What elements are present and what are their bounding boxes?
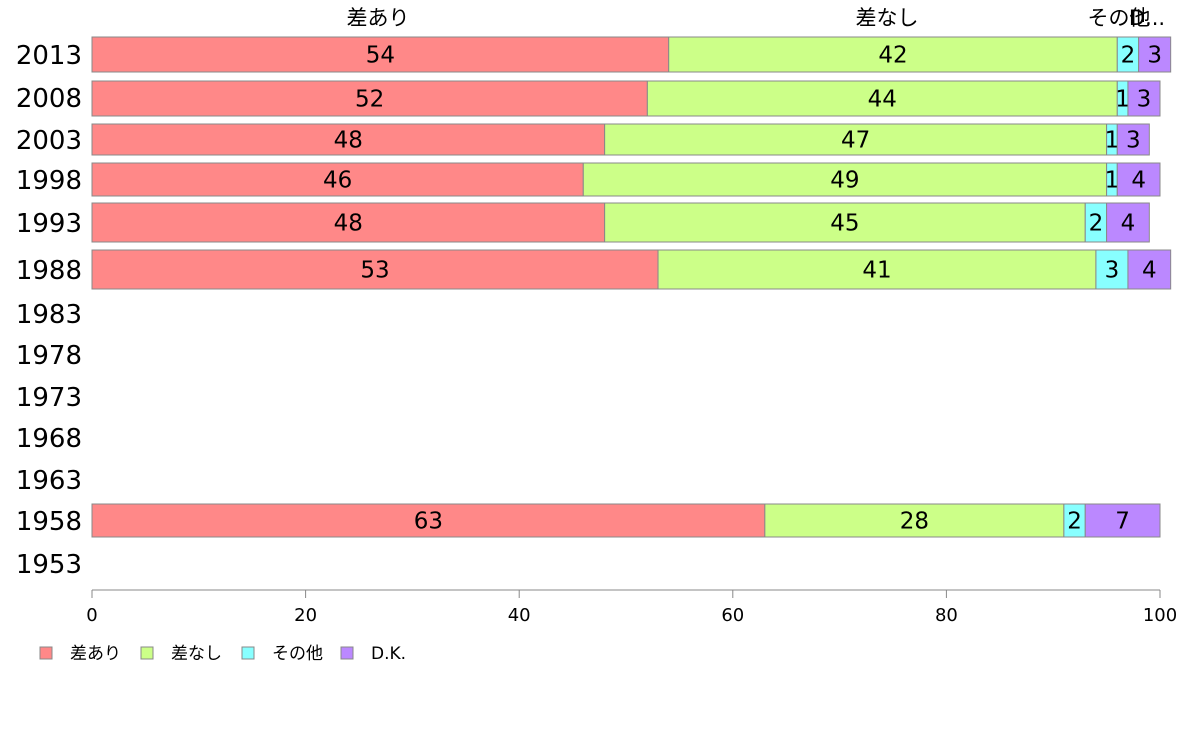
year-label-1968: 1968 bbox=[16, 424, 82, 454]
data-label-2003-1: 47 bbox=[841, 128, 870, 154]
bar-segment-2013-1 bbox=[668, 36, 1118, 73]
bar-segment-1993-0 bbox=[91, 202, 606, 243]
bar-segment-2013-3 bbox=[1138, 36, 1172, 73]
legend-item-1: 差なし bbox=[140, 644, 222, 664]
x-tick-label-20: 20 bbox=[294, 605, 317, 626]
legend-swatch-0 bbox=[39, 646, 53, 660]
bar-segment-1998-0 bbox=[91, 162, 584, 197]
legend-item-3: D.K. bbox=[340, 644, 406, 664]
data-label-1993-0: 48 bbox=[334, 211, 363, 237]
bar-row-1958: 63 28 2 7 bbox=[91, 503, 1161, 538]
legend-label-1: 差なし bbox=[171, 644, 222, 664]
bar-segment-1998-3 bbox=[1116, 162, 1161, 197]
data-label-1988-3: 4 bbox=[1142, 258, 1157, 284]
data-label-1958-0: 63 bbox=[414, 509, 443, 535]
year-label-1978: 1978 bbox=[16, 341, 82, 371]
legend-swatch-1 bbox=[140, 646, 154, 660]
top-label-0: 差あり bbox=[347, 6, 410, 30]
top-label-1: 差なし bbox=[856, 6, 919, 30]
data-label-1998-3: 4 bbox=[1131, 168, 1146, 194]
bar-segment-2008-0 bbox=[91, 80, 648, 117]
bar-segment-2008-3 bbox=[1127, 80, 1161, 117]
year-label-2003: 2003 bbox=[16, 126, 82, 156]
bar-segment-2003-1 bbox=[604, 123, 1108, 156]
x-tick-label-60: 60 bbox=[721, 605, 744, 626]
x-tick-label-0: 0 bbox=[86, 605, 97, 626]
legend-swatch-2 bbox=[241, 646, 255, 660]
legend-label-3: D.K. bbox=[371, 644, 406, 664]
x-tick-label-80: 80 bbox=[935, 605, 958, 626]
data-label-1998-2: 1 bbox=[1105, 168, 1120, 194]
data-label-1958-2: 2 bbox=[1067, 509, 1082, 535]
data-label-2008-3: 3 bbox=[1137, 87, 1152, 113]
data-label-2013-2: 2 bbox=[1121, 43, 1136, 69]
year-label-2013: 2013 bbox=[16, 41, 82, 71]
legend-label-0: 差あり bbox=[70, 644, 121, 664]
bar-row-2013: 54 42 2 3 bbox=[91, 36, 1172, 73]
year-label-1953: 1953 bbox=[16, 550, 82, 580]
top-label-2: その他 bbox=[1088, 6, 1151, 30]
bar-segment-1988-3 bbox=[1127, 249, 1172, 290]
data-label-1993-3: 4 bbox=[1121, 211, 1136, 237]
data-label-2003-0: 48 bbox=[334, 128, 363, 154]
year-label-1958: 1958 bbox=[16, 507, 82, 537]
data-label-2003-2: 1 bbox=[1105, 128, 1120, 154]
top-series-labels: 差あり 差なし その他D... bbox=[347, 6, 1166, 30]
bar-row-1988: 53 41 3 4 bbox=[91, 249, 1172, 290]
data-label-1958-1: 28 bbox=[900, 509, 929, 535]
data-label-2008-0: 52 bbox=[355, 87, 384, 113]
year-label-1993: 1993 bbox=[16, 209, 82, 239]
bar-row-2008: 52 44 1 3 bbox=[91, 80, 1161, 117]
year-label-1963: 1963 bbox=[16, 466, 82, 496]
year-label-1998: 1998 bbox=[16, 166, 82, 196]
year-label-1988: 1988 bbox=[16, 256, 82, 286]
data-label-2013-0: 54 bbox=[366, 43, 395, 69]
data-label-2013-1: 42 bbox=[878, 43, 907, 69]
legend-swatch-3 bbox=[340, 646, 354, 660]
data-label-1958-3: 7 bbox=[1115, 509, 1130, 535]
data-label-2013-3: 3 bbox=[1147, 43, 1162, 69]
legend: 差あり 差なし その他 D.K. bbox=[39, 644, 406, 664]
bar-segment-2013-0 bbox=[91, 36, 670, 73]
bar-segment-1993-3 bbox=[1106, 202, 1150, 243]
legend-label-2: その他 bbox=[272, 644, 323, 664]
legend-item-2: その他 bbox=[241, 644, 323, 664]
x-tick-label-100: 100 bbox=[1143, 605, 1177, 626]
data-label-1988-2: 3 bbox=[1105, 258, 1120, 284]
legend-item-0: 差あり bbox=[39, 644, 121, 664]
bar-segment-1993-1 bbox=[604, 202, 1086, 243]
bars-group: 54 42 2 352 44 1 348 47 1 346 49 1 448 45 2 453 41 3 463 28… bbox=[91, 36, 1172, 538]
data-label-2008-2: 1 bbox=[1115, 87, 1130, 113]
bar-segment-2008-1 bbox=[646, 80, 1118, 117]
bar-segment-1958-3 bbox=[1084, 503, 1161, 538]
data-label-1993-2: 2 bbox=[1089, 211, 1104, 237]
bar-row-2003: 48 47 1 3 bbox=[91, 123, 1150, 156]
year-label-1973: 1973 bbox=[16, 383, 82, 413]
data-label-1993-1: 45 bbox=[830, 211, 859, 237]
year-label-2008: 2008 bbox=[16, 84, 82, 114]
data-label-1998-0: 46 bbox=[323, 168, 352, 194]
bar-row-1993: 48 45 2 4 bbox=[91, 202, 1150, 243]
bar-segment-2003-3 bbox=[1116, 123, 1150, 156]
bar-segment-1958-1 bbox=[764, 503, 1065, 538]
data-label-2008-1: 44 bbox=[868, 87, 897, 113]
year-label-1983: 1983 bbox=[16, 300, 82, 330]
bar-segment-1958-0 bbox=[91, 503, 766, 538]
bar-segment-1998-1 bbox=[582, 162, 1108, 197]
year-axis-labels: 2013 2008 2003 1998 1993 1988 1983 1978 1973 1968… bbox=[16, 41, 82, 580]
bar-row-1998: 46 49 1 4 bbox=[91, 162, 1161, 197]
data-label-2003-3: 3 bbox=[1126, 128, 1141, 154]
data-label-1988-0: 53 bbox=[360, 258, 389, 284]
top-label-3: D... bbox=[1129, 6, 1165, 30]
data-label-1988-1: 41 bbox=[862, 258, 891, 284]
x-axis: 0 20 40 60 80 100 bbox=[86, 589, 1177, 626]
x-tick-label-40: 40 bbox=[508, 605, 531, 626]
data-label-1998-1: 49 bbox=[830, 168, 859, 194]
